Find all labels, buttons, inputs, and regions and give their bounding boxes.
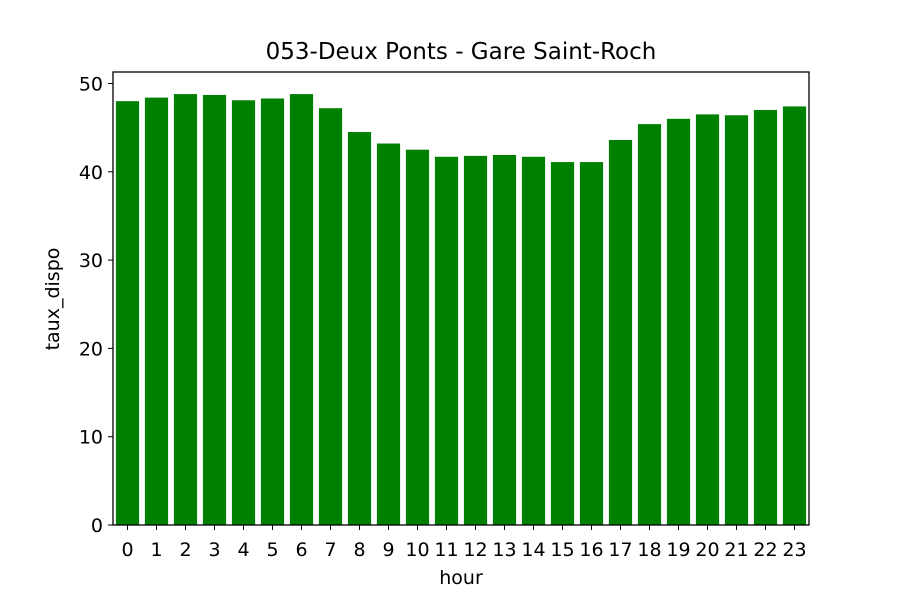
bar-hour-17	[608, 139, 633, 526]
x-tick-label: 7	[324, 539, 336, 561]
x-tick-label: 20	[695, 539, 719, 561]
x-tick-label: 22	[753, 539, 777, 561]
bar-hour-4	[231, 100, 256, 525]
bar-hour-18	[637, 124, 662, 525]
x-tick-label: 9	[382, 539, 394, 561]
bar-hour-1	[144, 97, 169, 525]
x-tick-label: 19	[666, 539, 690, 561]
x-axis-ticks: 0 1 2 3 4 5 6 7 8 9 10 11 12 13 14 15 16 17 18 19 20 21 22 23	[121, 525, 807, 561]
bars-group	[115, 94, 807, 526]
bar-hour-12	[463, 155, 488, 525]
y-tick-label: 0	[91, 515, 103, 537]
y-tick-label: 50	[79, 73, 103, 95]
x-tick-label: 15	[550, 539, 574, 561]
bar-hour-16	[579, 162, 604, 525]
bar-hour-11	[434, 156, 459, 526]
x-tick-label: 4	[237, 539, 249, 561]
x-tick-label: 10	[405, 539, 429, 561]
x-tick-label: 2	[179, 539, 191, 561]
bar-hour-3	[202, 94, 227, 526]
x-tick-label: 12	[463, 539, 487, 561]
bar-hour-2	[173, 94, 198, 526]
bar-hour-7	[318, 108, 343, 525]
bar-hour-20	[695, 114, 720, 526]
bar-hour-6	[289, 94, 314, 526]
y-tick-label: 40	[79, 162, 103, 184]
y-axis-ticks: 0 10 20 30 40 50	[79, 73, 113, 537]
y-tick-label: 10	[79, 427, 103, 449]
x-tick-label: 17	[608, 539, 632, 561]
bar-hour-0	[115, 101, 140, 525]
bar-hour-13	[492, 155, 517, 525]
x-tick-label: 5	[266, 539, 278, 561]
x-tick-label: 6	[295, 539, 307, 561]
x-tick-label: 18	[637, 539, 661, 561]
x-tick-label: 14	[521, 539, 545, 561]
bar-hour-10	[405, 149, 430, 526]
x-tick-label: 8	[353, 539, 365, 561]
bar-hour-15	[550, 162, 575, 525]
chart-title: 053-Deux Ponts - Gare Saint-Roch	[266, 39, 657, 65]
bar-hour-23	[782, 106, 807, 525]
x-tick-label: 16	[579, 539, 603, 561]
x-tick-label: 3	[208, 539, 220, 561]
x-tick-label: 23	[782, 539, 806, 561]
x-tick-label: 0	[121, 539, 133, 561]
x-axis-label: hour	[439, 567, 483, 589]
y-axis-label: taux_dispo	[42, 248, 64, 351]
bar-hour-22	[753, 109, 778, 525]
bar-hour-8	[347, 132, 372, 525]
plot-frame	[112, 71, 810, 526]
x-tick-label: 11	[434, 539, 458, 561]
y-tick-label: 30	[79, 250, 103, 272]
bar-hour-5	[260, 98, 285, 526]
bar-hour-19	[666, 118, 691, 525]
y-tick-label: 20	[79, 338, 103, 360]
x-tick-label: 21	[724, 539, 748, 561]
bar-hour-9	[376, 143, 401, 526]
x-tick-label: 13	[492, 539, 516, 561]
bar-hour-21	[724, 115, 749, 525]
x-tick-label: 1	[150, 539, 162, 561]
bar-hour-14	[521, 156, 546, 526]
